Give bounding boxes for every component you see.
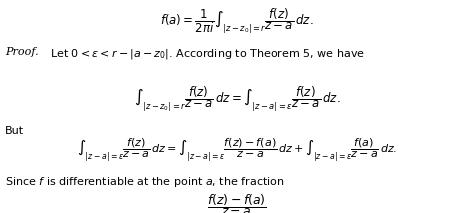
- Text: But: But: [5, 126, 24, 136]
- Text: Since $f$ is differentiable at the point $a$, the fraction: Since $f$ is differentiable at the point…: [5, 175, 284, 189]
- Text: $\dfrac{f(z)-f(a)}{z-a}$: $\dfrac{f(z)-f(a)}{z-a}$: [207, 192, 267, 213]
- Text: $\int_{|z-z_0|=r} \dfrac{f(z)}{z-a}\,dz = \int_{|z-a|=\epsilon} \dfrac{f(z)}{z-a: $\int_{|z-z_0|=r} \dfrac{f(z)}{z-a}\,dz …: [134, 85, 340, 114]
- Text: $\int_{|z-a|=\epsilon} \dfrac{f(z)}{z-a}\,dz = \int_{|z-a|=\epsilon} \dfrac{f(z): $\int_{|z-a|=\epsilon} \dfrac{f(z)}{z-a}…: [77, 136, 397, 164]
- Text: Let $0 < \epsilon < r - |a - z_0|$. According to Theorem 5, we have: Let $0 < \epsilon < r - |a - z_0|$. Acco…: [50, 47, 365, 61]
- Text: Proof.: Proof.: [5, 47, 42, 57]
- Text: $f(a) = \dfrac{1}{2\pi i} \int_{|z-z_0|=r} \dfrac{f(z)}{z-a}\,dz.$: $f(a) = \dfrac{1}{2\pi i} \int_{|z-z_0|=…: [160, 6, 314, 36]
